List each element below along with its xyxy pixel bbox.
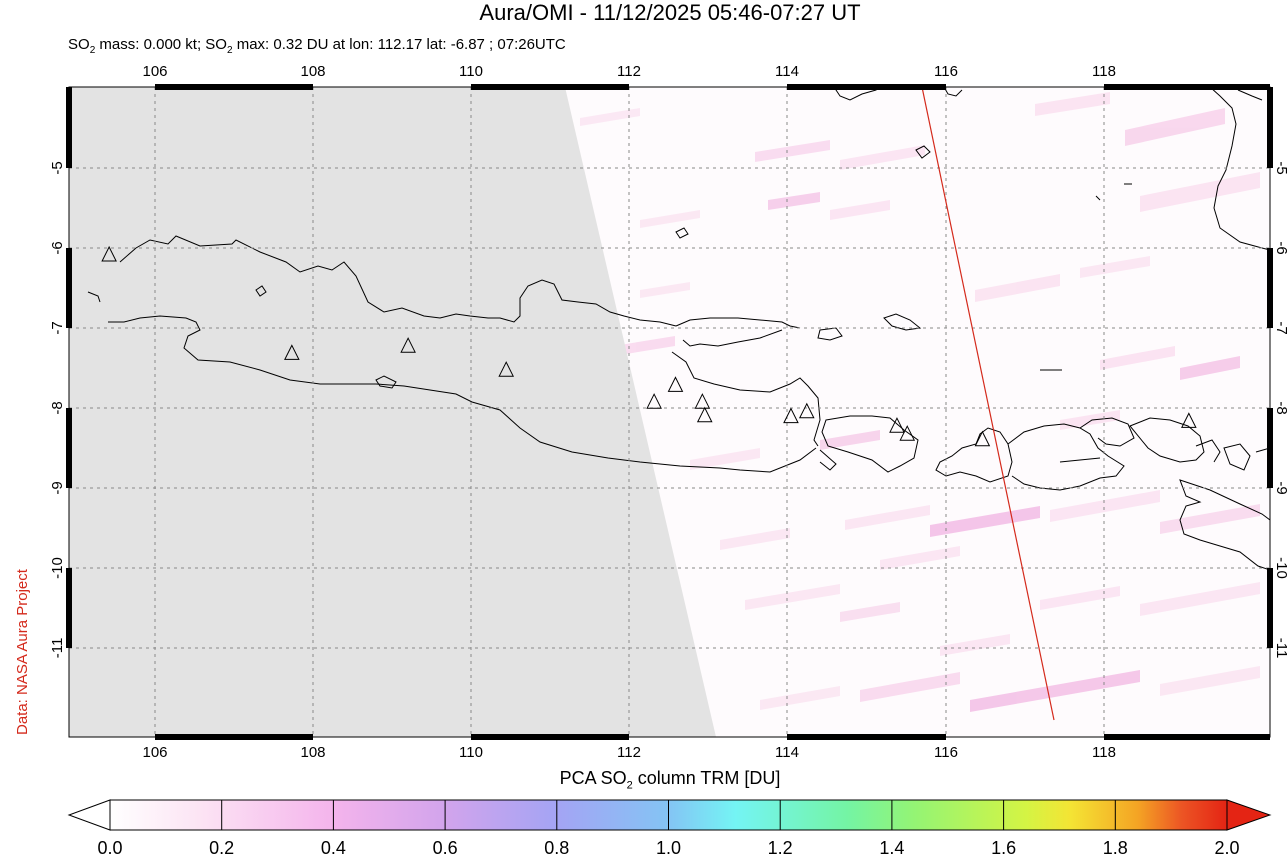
colorbar-label-5: 1.0	[656, 838, 681, 855]
lon-tick-top-106: 106	[142, 63, 167, 80]
colorbar-label-6: 1.2	[768, 838, 793, 855]
volcano-marker-8	[783, 407, 799, 424]
volcano-marker-6	[694, 393, 711, 409]
so2-summary-sub1: 2	[89, 45, 96, 56]
lat-tick-left-5: -5	[49, 161, 66, 174]
colorbar-title: PCA SO2 column TRM [DU]	[0, 768, 1288, 792]
colorbar-label-4: 0.8	[544, 838, 569, 855]
lon-tick-bottom-114: 114	[775, 744, 799, 761]
map-title: Aura/OMI - 11/12/2025 05:46-07:27 UT	[479, 0, 861, 25]
lat-tick-right-10: -10	[1273, 557, 1288, 579]
colorbar-label-2: 0.4	[321, 838, 346, 855]
orbit-track-line	[921, 87, 1055, 721]
volcano-markers	[101, 245, 1197, 447]
so2-summary-mid: mass: 0.000 kt; SO	[95, 36, 227, 53]
colorbar-label-1: 0.2	[209, 838, 234, 855]
lon-tick-bottom-116: 116	[934, 744, 958, 761]
volcano-marker-11	[899, 425, 916, 441]
colorbar: 0.0 0.2 0.4 0.6 0.8 1.0 1.2 1.4 1.6 1.8 2.0	[67, 799, 1272, 855]
lon-tick-top-112: 112	[617, 63, 641, 80]
lon-tick-top-118: 118	[1092, 63, 1116, 80]
colorbar-title-rest: column TRM [DU]	[632, 768, 781, 788]
colorbar-label-0: 0.0	[97, 838, 122, 855]
no-data-region	[69, 87, 716, 737]
lat-tick-left-6: -6	[49, 241, 66, 254]
volcano-marker-12	[974, 430, 991, 447]
lat-tick-right-6: -6	[1273, 241, 1288, 254]
colorbar-label-10: 2.0	[1214, 838, 1239, 855]
lat-tick-right-11: -11	[1273, 638, 1288, 659]
lon-tick-top-108: 108	[300, 63, 325, 80]
lat-tick-right-7: -7	[1273, 321, 1288, 334]
lat-tick-left-10: -10	[49, 557, 66, 579]
volcano-marker-3	[498, 361, 515, 377]
lon-tick-top-110: 110	[459, 63, 483, 80]
lon-tick-bottom-108: 108	[300, 744, 325, 761]
map-frame	[66, 84, 1273, 740]
coastlines	[87, 87, 1270, 571]
lat-tick-left-9: -9	[49, 481, 66, 494]
colorbar-label-7: 1.4	[879, 838, 904, 855]
lat-tick-right-9: -9	[1273, 481, 1288, 494]
lat-tick-right-8: -8	[1273, 401, 1288, 414]
volcano-marker-5	[667, 376, 684, 392]
lat-tick-left-11: -11	[49, 638, 66, 659]
lon-tick-bottom-110: 110	[459, 744, 483, 761]
lon-tick-bottom-112: 112	[617, 744, 641, 761]
volcano-marker-10	[889, 417, 905, 433]
volcano-marker-1	[284, 344, 300, 360]
colorbar-max-arrow	[1226, 799, 1272, 831]
colorbar-min-arrow	[67, 799, 111, 831]
volcano-marker-0	[101, 245, 117, 262]
colorbar-title-sub: 2	[626, 779, 633, 792]
so2-pixel-streaks	[580, 92, 1260, 712]
colorbar-label-8: 1.6	[991, 838, 1016, 855]
so2-summary-sub2: 2	[226, 45, 233, 56]
colorbar-label-9: 1.8	[1103, 838, 1128, 855]
so2-summary: SO2 mass: 0.000 kt; SO2 max: 0.32 DU at …	[68, 36, 566, 60]
so2-summary-rest: max: 0.32 DU at lon: 112.17 lat: -6.87 ;…	[232, 36, 566, 53]
colorbar-label-3: 0.6	[433, 838, 458, 855]
so2-summary-prefix: SO	[68, 36, 90, 53]
lon-tick-top-114: 114	[775, 63, 799, 80]
volcano-marker-9	[798, 402, 815, 419]
lon-tick-bottom-118: 118	[1092, 744, 1116, 761]
volcano-marker-7	[696, 406, 713, 423]
volcano-marker-13	[1181, 412, 1197, 428]
volcano-marker-4	[646, 393, 662, 409]
volcano-marker-2	[400, 337, 416, 353]
lat-tick-left-7: -7	[49, 321, 66, 334]
lon-tick-top-116: 116	[934, 63, 958, 80]
lat-tick-left-8: -8	[49, 401, 66, 414]
lat-tick-right-5: -5	[1273, 161, 1288, 174]
colorbar-title-prefix: PCA SO	[559, 768, 627, 788]
lon-tick-bottom-106: 106	[142, 744, 167, 761]
graticule	[69, 87, 1270, 737]
